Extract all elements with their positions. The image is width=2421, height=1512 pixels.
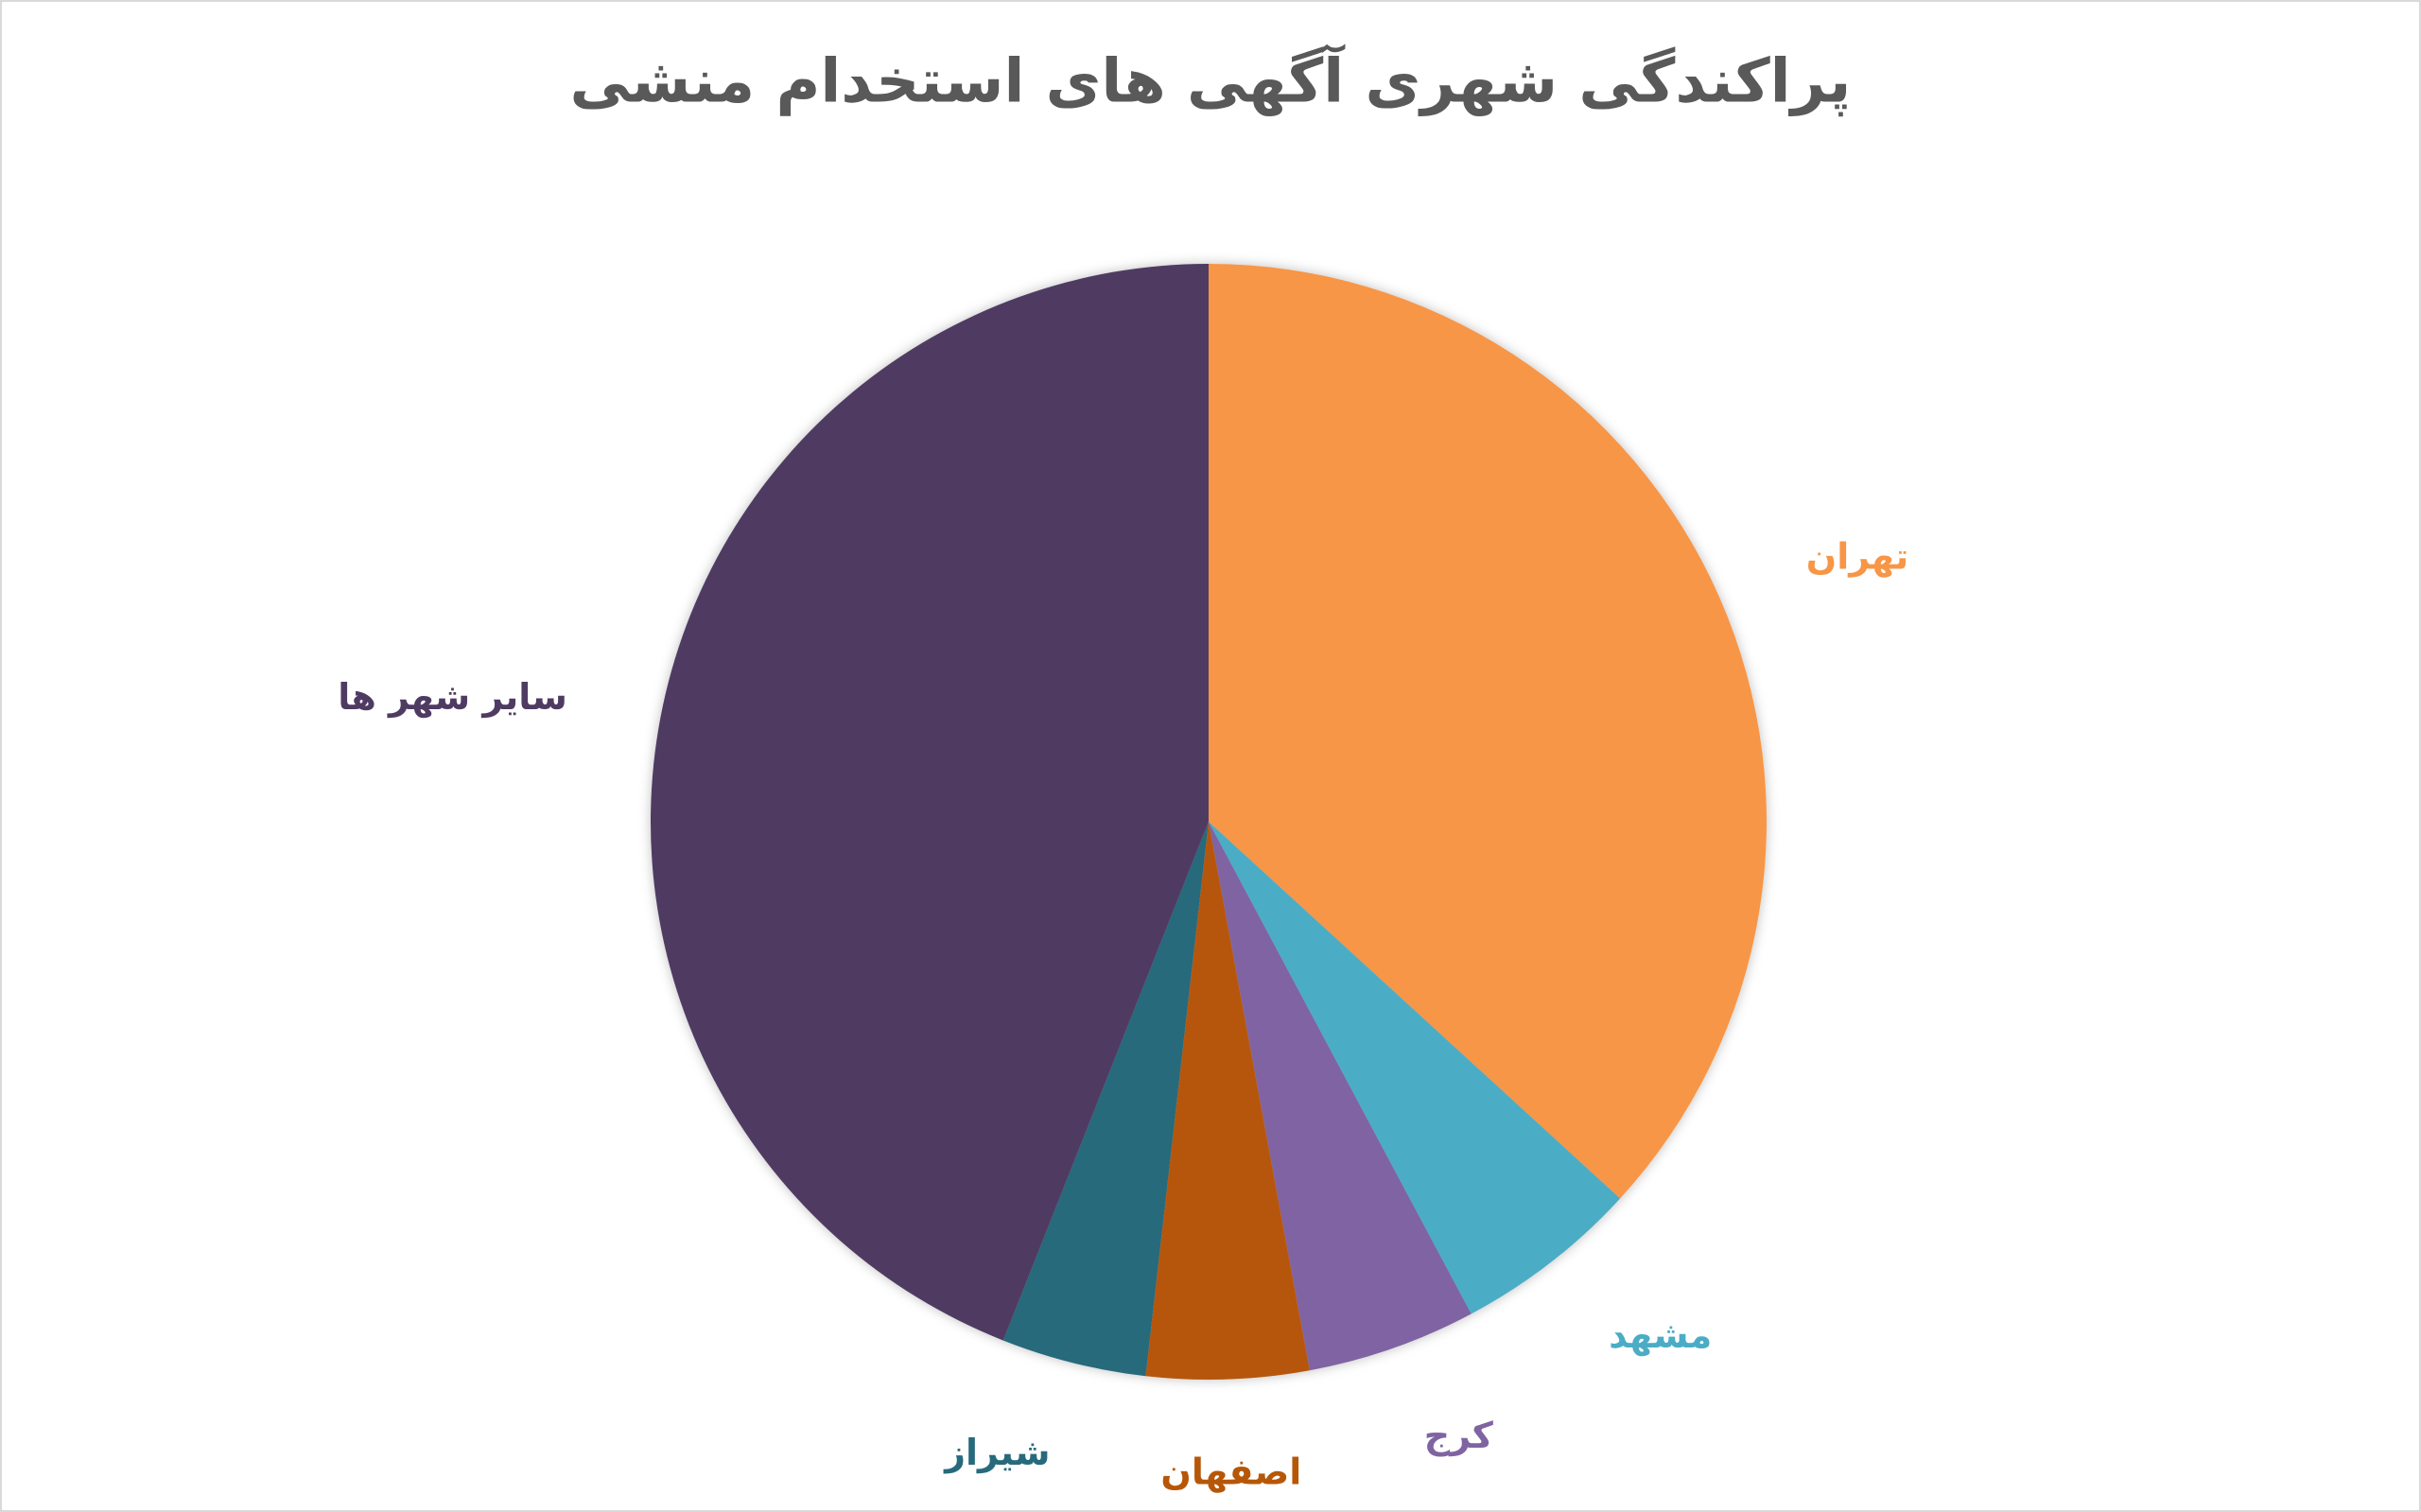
slice-label: سایر شهر ها bbox=[338, 676, 567, 718]
pie bbox=[651, 264, 1767, 1380]
pie-slice bbox=[1209, 822, 1472, 1371]
pie-slice bbox=[1209, 822, 1621, 1314]
pie-slice bbox=[1145, 822, 1310, 1380]
slice-label: اصفهان bbox=[1160, 1451, 1301, 1492]
slice-label: تهران bbox=[1806, 535, 1908, 577]
slice-label: کرج bbox=[1424, 1415, 1494, 1456]
slice-label: شیراز bbox=[943, 1432, 1050, 1473]
pie-slice bbox=[1209, 264, 1767, 1199]
pie-slice bbox=[1002, 822, 1209, 1377]
chart-title: پراکندگی شهری آگهی های استخدام منشی bbox=[570, 43, 1852, 117]
slice-label: مشهد bbox=[1609, 1314, 1712, 1356]
pie-slice bbox=[651, 264, 1209, 1341]
